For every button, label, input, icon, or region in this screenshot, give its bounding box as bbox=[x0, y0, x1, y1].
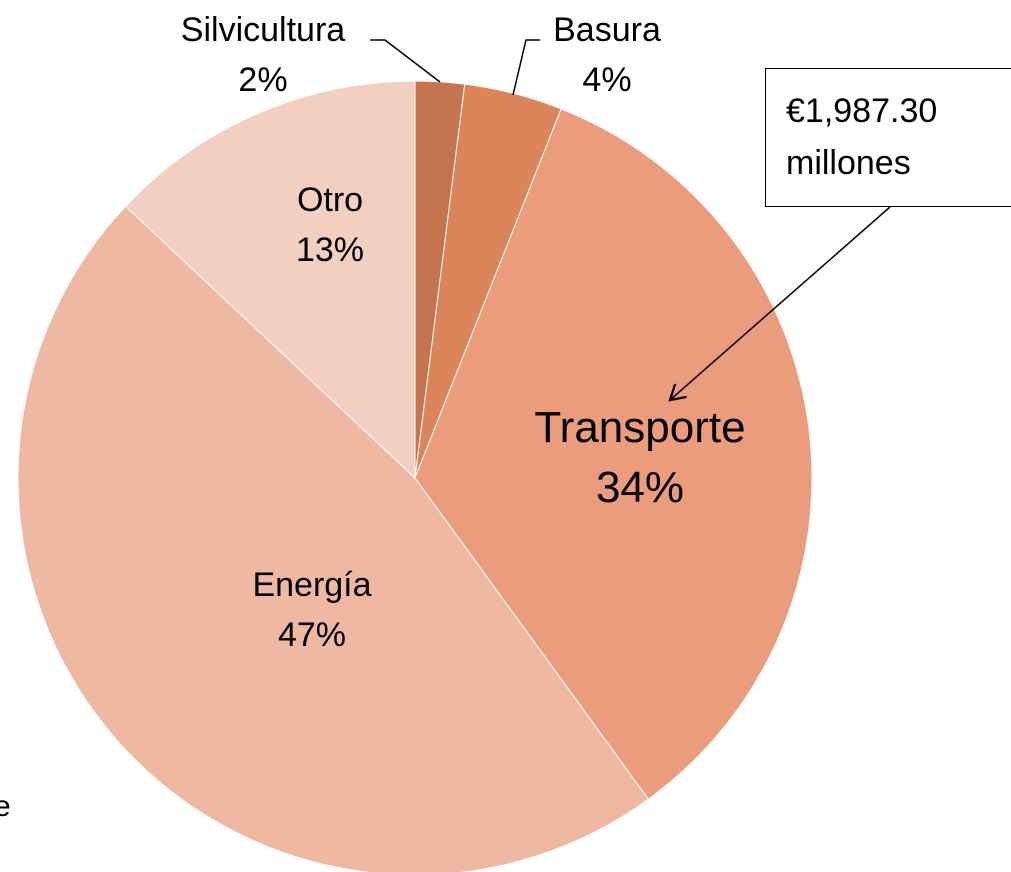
data-label: Silvicultura 2% bbox=[181, 5, 345, 105]
data-label: Energía 47% bbox=[252, 560, 371, 660]
pie-slice bbox=[414, 108, 813, 800]
category-label: Silvicultura bbox=[180, 11, 346, 49]
leader-line bbox=[512, 39, 540, 96]
category-label: Transporte bbox=[534, 403, 746, 452]
category-label: Basura bbox=[553, 11, 661, 49]
value-label: 2% bbox=[238, 61, 288, 99]
data-label: Otro 13% bbox=[296, 175, 364, 275]
leader-line bbox=[370, 39, 441, 83]
value-label: 4% bbox=[582, 61, 632, 99]
category-label: Energía bbox=[252, 566, 372, 604]
pie-slice bbox=[124, 80, 416, 480]
annotation-arrow bbox=[670, 206, 891, 400]
category-label: Otro bbox=[296, 181, 364, 219]
data-label: Transporte 34% bbox=[525, 398, 755, 518]
pie bbox=[17, 80, 813, 872]
value-label: 34% bbox=[595, 463, 685, 512]
pie-slice bbox=[17, 205, 650, 872]
text-fragment: e bbox=[0, 790, 11, 823]
data-label: Basura 4% bbox=[553, 5, 661, 105]
annotation: €1,987.30 millones bbox=[765, 68, 1011, 207]
value-label: 13% bbox=[295, 231, 365, 269]
value-label: 47% bbox=[277, 616, 347, 654]
